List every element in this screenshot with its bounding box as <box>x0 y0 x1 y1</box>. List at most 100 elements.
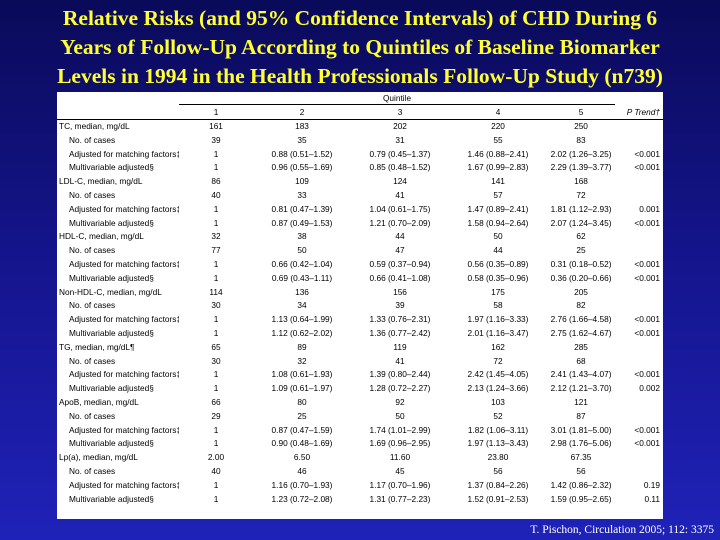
table-cell: 0.87 (0.47–1.59) <box>271 424 333 435</box>
table-cell <box>615 465 663 479</box>
table-cell: 2.75 (1.62–4.67) <box>550 327 612 338</box>
table-cell <box>615 230 663 244</box>
table-cell: 114 <box>209 286 223 297</box>
table-cell: 52 <box>493 410 503 421</box>
table-cell <box>615 175 663 189</box>
table-row: Adjusted for matching factors‡ 1 1.13 (0.6… <box>57 313 663 327</box>
table-cell: 3.01 (1.81–5.00) <box>550 424 612 435</box>
table-cell: 6.50 <box>293 452 311 463</box>
table-cell: 1.82 (1.06–3.11) <box>467 424 529 435</box>
table-cell: 2.01 (1.16–3.47) <box>467 327 529 338</box>
column-header: 4 <box>449 104 547 120</box>
column-header: 2 <box>253 104 351 120</box>
table-row: Multivariable adjusted§ 1 0.69 (0.43–1.11)… <box>57 272 663 286</box>
table-cell: 56 <box>493 465 503 476</box>
table-cell: 0.11 <box>644 493 661 504</box>
row-label: ApoB, median, mg/dL <box>59 396 139 407</box>
table-cell: <0.001 <box>634 424 661 435</box>
table-cell: 162 <box>491 341 505 352</box>
table-cell: 30 <box>211 355 221 366</box>
table-panel: Quintile 1 2 3 4 5 P Trend† TC, median, … <box>57 92 664 519</box>
table-cell: 46 <box>297 465 307 476</box>
table-row: Multivariable adjusted§ 1 0.87 (0.49–1.53)… <box>57 217 663 231</box>
table-row: Lp(a), median, mg/dL 2.00 6.50 11.60 23.80 67… <box>57 451 663 465</box>
table-cell: 80 <box>297 396 307 407</box>
table-cell: 11.60 <box>389 452 411 463</box>
table-cell: 109 <box>295 176 309 187</box>
table-cell: 57 <box>493 189 503 200</box>
table-row: TC, median, mg/dL 161 183 202 220 250 <box>57 120 663 134</box>
table-cell: <0.001 <box>634 258 661 269</box>
table-row: No. of cases 30 34 39 58 82 <box>57 299 663 313</box>
quintile-group-header: Quintile <box>179 92 616 105</box>
table-row: Adjusted for matching factors‡ 1 1.16 (0.7… <box>57 479 663 493</box>
table-cell: 1 <box>213 258 219 269</box>
table-cell: <0.001 <box>634 272 661 283</box>
table-cell: 2.42 (1.45–4.05) <box>467 369 529 380</box>
table-row: TG, median, mg/dL¶ 65 89 119 162 285 <box>57 341 663 355</box>
table-cell <box>615 451 663 465</box>
table-cell <box>615 189 663 203</box>
table-cell: 35 <box>297 134 307 145</box>
table-cell: 50 <box>297 245 307 256</box>
table-cell: 1.16 (0.70–1.93) <box>271 479 333 490</box>
table-body: TC, median, mg/dL 161 183 202 220 250 No. of c… <box>57 120 663 507</box>
column-header: 1 <box>179 104 253 120</box>
table-cell: 205 <box>574 286 588 297</box>
table-cell: 47 <box>395 245 405 256</box>
table-cell: <0.001 <box>634 314 661 325</box>
table-cell: 31 <box>395 134 405 145</box>
table-row: Adjusted for matching factors‡ 1 0.87 (0.4… <box>57 424 663 438</box>
row-sublabel: No. of cases <box>69 134 116 145</box>
table-cell: 1 <box>213 369 219 380</box>
table-cell: 40 <box>211 189 221 200</box>
table-row: Adjusted for matching factors‡ 1 1.08 (0.6… <box>57 368 663 382</box>
table-cell: 50 <box>493 231 503 242</box>
table-row: Multivariable adjusted§ 1 0.96 (0.55–1.69)… <box>57 161 663 175</box>
table-cell: 2.41 (1.43–4.07) <box>550 369 612 380</box>
table-cell: 2.02 (1.26–3.25) <box>550 148 612 159</box>
table-cell: 0.31 (0.18–0.52) <box>550 258 612 269</box>
table-cell: 2.12 (1.21–3.70) <box>550 383 612 394</box>
table-cell: 89 <box>297 341 307 352</box>
table-cell: 121 <box>574 396 588 407</box>
table-cell: 0.002 <box>639 383 661 394</box>
table-row: Adjusted for matching factors‡ 1 0.88 (0.5… <box>57 148 663 162</box>
table-cell: 1 <box>213 327 219 338</box>
table-cell: 0.58 (0.35–0.96) <box>467 272 529 283</box>
table-row: No. of cases 77 50 47 44 25 <box>57 244 663 258</box>
table-row: Multivariable adjusted§ 1 1.09 (0.61–1.97)… <box>57 382 663 396</box>
table-cell <box>615 286 663 300</box>
row-sublabel: No. of cases <box>69 300 116 311</box>
table-cell: 2.00 <box>207 452 225 463</box>
table-cell: 1.97 (1.13–3.43) <box>467 438 529 449</box>
row-sublabel: Multivariable adjusted§ <box>69 217 154 228</box>
table-cell: 0.56 (0.35–0.89) <box>467 258 529 269</box>
title-line-1: Relative Risks (and 95% Confidence Inter… <box>62 6 658 30</box>
table-row: Adjusted for matching factors‡ 1 0.81 (0.4… <box>57 203 663 217</box>
row-sublabel: Multivariable adjusted§ <box>69 383 154 394</box>
table-cell: 1 <box>213 479 219 490</box>
table-cell: 1.28 (0.72–2.27) <box>369 383 431 394</box>
row-sublabel: No. of cases <box>69 245 116 256</box>
table-cell: 1.42 (0.86–2.32) <box>550 479 612 490</box>
table-cell: 2.76 (1.66–4.58) <box>550 314 612 325</box>
table-cell: 2.29 (1.39–3.77) <box>550 162 612 173</box>
table-cell: 1.17 (0.70–1.96) <box>369 479 431 490</box>
table-cell: 1.58 (0.94–2.64) <box>467 217 529 228</box>
table-row: ApoB, median, mg/dL 66 80 92 103 121 <box>57 396 663 410</box>
table-cell: 68 <box>576 355 586 366</box>
table-cell: 0.79 (0.45–1.37) <box>369 148 431 159</box>
table-row: No. of cases 40 33 41 57 72 <box>57 189 663 203</box>
table-cell: 1 <box>213 162 219 173</box>
table-cell: 202 <box>393 121 407 131</box>
table-cell <box>615 120 663 134</box>
table-cell: 32 <box>211 231 221 242</box>
table-cell: 39 <box>211 134 221 145</box>
table-cell: 1 <box>213 424 219 435</box>
table-cell: 77 <box>211 245 221 256</box>
row-sublabel: No. of cases <box>69 410 116 421</box>
table-cell: 92 <box>395 396 405 407</box>
table-cell: <0.001 <box>634 162 661 173</box>
table-cell: <0.001 <box>634 369 661 380</box>
